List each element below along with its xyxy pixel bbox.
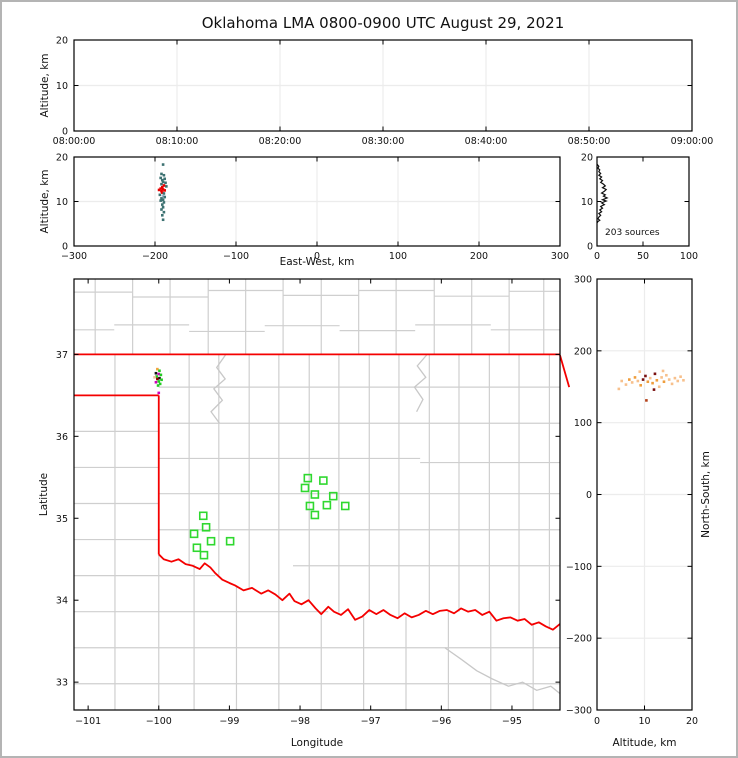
river-lines (210, 353, 560, 695)
axis-tick-labels: 0 50 100 0 10 20 (581, 153, 698, 263)
svg-text:100: 100 (680, 251, 698, 262)
svg-text:−96: −96 (431, 716, 451, 727)
svg-text:37: 37 (56, 350, 68, 361)
svg-text:−97: −97 (361, 716, 381, 727)
svg-text:08:00:00: 08:00:00 (53, 136, 96, 147)
svg-text:−100: −100 (223, 251, 249, 262)
svg-text:20: 20 (56, 36, 68, 47)
altitude-histogram-panel: 203 sources 0 50 100 0 10 20 (581, 153, 698, 263)
source-points (153, 367, 163, 395)
x-axis-label: East-West, km (280, 256, 355, 268)
time-height-panel: 08:00:00 08:10:00 08:20:00 08:30:00 08:40:00… (39, 36, 713, 148)
svg-text:50: 50 (637, 251, 649, 262)
panel-frame (73, 278, 561, 711)
axis-tick-labels: −300 −200 −100 0 100 200 300 0 10 20 (56, 153, 569, 263)
y-axis-label: Altitude, km (39, 53, 51, 117)
svg-text:20: 20 (581, 153, 593, 164)
svg-text:10: 10 (56, 81, 68, 92)
svg-text:−95: −95 (502, 716, 522, 727)
x-axis-label: Longitude (291, 737, 343, 749)
axis-ticks (74, 279, 560, 710)
svg-text:08:40:00: 08:40:00 (465, 136, 508, 147)
axis-tick-labels: −101 −100 −99 −98 −97 −96 −95 33 34 35 36 37 (56, 350, 522, 727)
svg-text:300: 300 (551, 251, 569, 262)
svg-text:0: 0 (587, 242, 593, 253)
axis-ticks (596, 278, 693, 711)
axis-tick-labels: 08:00:00 08:10:00 08:20:00 08:30:00 08:40:00… (53, 36, 714, 148)
svg-text:−300: −300 (61, 251, 87, 262)
map-panel: −101 −100 −99 −98 −97 −96 −95 33 34 35 36 37 Longitu… (38, 278, 571, 749)
y-axis-label: North-South, km (700, 451, 712, 538)
gridlines (74, 40, 692, 131)
axis-ticks (73, 39, 693, 132)
svg-text:0: 0 (594, 251, 600, 262)
svg-text:33: 33 (56, 678, 68, 689)
y-axis-label: Latitude (38, 473, 50, 516)
svg-text:0: 0 (314, 251, 320, 262)
gridlines (597, 279, 692, 710)
svg-text:−100: −100 (566, 562, 592, 573)
svg-text:100: 100 (574, 418, 592, 429)
y-axis-label: Altitude, km (39, 169, 51, 233)
svg-text:0: 0 (62, 242, 68, 253)
svg-text:−300: −300 (566, 706, 592, 717)
svg-text:−98: −98 (290, 716, 310, 727)
svg-text:08:30:00: 08:30:00 (362, 136, 405, 147)
east-west-height-panel: −300 −200 −100 0 100 200 300 0 10 20 East-West, km… (39, 153, 569, 269)
source-points (157, 163, 168, 222)
svg-text:−200: −200 (566, 634, 592, 645)
svg-text:−200: −200 (142, 251, 168, 262)
svg-text:20: 20 (686, 716, 698, 727)
svg-text:100: 100 (389, 251, 407, 262)
svg-text:36: 36 (56, 432, 68, 443)
svg-text:08:10:00: 08:10:00 (156, 136, 199, 147)
svg-text:0: 0 (594, 716, 600, 727)
svg-text:10: 10 (56, 197, 68, 208)
svg-text:300: 300 (574, 275, 592, 286)
svg-text:−99: −99 (219, 716, 239, 727)
svg-text:10: 10 (638, 716, 650, 727)
svg-text:0: 0 (62, 127, 68, 138)
svg-text:08:20:00: 08:20:00 (259, 136, 302, 147)
north-south-height-panel: 0 10 20 −300 −200 −100 0 100 200 300 Altitude, km N… (566, 275, 712, 750)
county-lines (74, 279, 560, 710)
svg-text:−100: −100 (146, 716, 172, 727)
axis-ticks (596, 156, 690, 247)
altitude-histogram-line (596, 163, 609, 224)
x-axis-label: Altitude, km (612, 737, 676, 749)
svg-text:200: 200 (470, 251, 488, 262)
source-count-label: 203 sources (605, 228, 660, 238)
axis-ticks (73, 156, 561, 247)
map-layers (74, 279, 560, 710)
svg-text:−101: −101 (75, 716, 101, 727)
chart-title: Oklahoma LMA 0800-0900 UTC August 29, 20… (201, 14, 565, 32)
svg-text:20: 20 (56, 153, 68, 164)
station-markers (189, 473, 350, 560)
svg-text:0: 0 (586, 490, 592, 501)
svg-text:10: 10 (581, 197, 593, 208)
svg-text:35: 35 (56, 514, 68, 525)
svg-text:200: 200 (574, 346, 592, 357)
svg-text:09:00:00: 09:00:00 (671, 136, 714, 147)
state-border-lines (74, 353, 571, 631)
axis-tick-labels: 0 10 20 −300 −200 −100 0 100 200 300 (566, 275, 698, 728)
source-points (617, 369, 685, 402)
svg-text:08:50:00: 08:50:00 (568, 136, 611, 147)
svg-text:34: 34 (56, 596, 68, 607)
gridlines (74, 157, 560, 246)
